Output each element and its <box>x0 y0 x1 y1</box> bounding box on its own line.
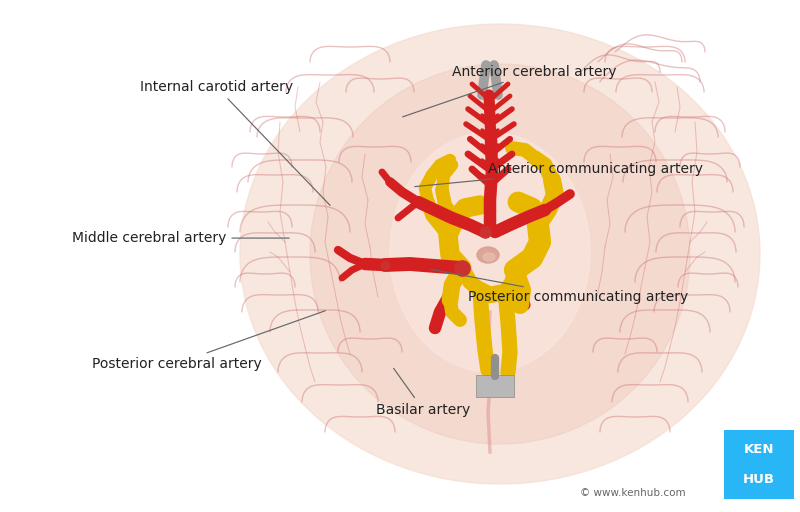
Ellipse shape <box>477 247 499 263</box>
Text: © www.kenhub.com: © www.kenhub.com <box>580 487 686 498</box>
Ellipse shape <box>390 132 590 372</box>
Text: Internal carotid artery: Internal carotid artery <box>140 80 330 205</box>
Ellipse shape <box>310 64 690 444</box>
Text: Posterior communicating artery: Posterior communicating artery <box>430 269 688 304</box>
Ellipse shape <box>240 24 760 484</box>
Text: Basilar artery: Basilar artery <box>376 368 470 417</box>
Text: Posterior cerebral artery: Posterior cerebral artery <box>92 311 326 371</box>
FancyBboxPatch shape <box>724 430 794 499</box>
Text: HUB: HUB <box>743 474 775 486</box>
Ellipse shape <box>483 253 495 261</box>
Text: Anterior cerebral artery: Anterior cerebral artery <box>402 65 617 117</box>
Text: Middle cerebral artery: Middle cerebral artery <box>72 231 290 245</box>
Text: Anterior communicating artery: Anterior communicating artery <box>414 162 703 186</box>
Text: KEN: KEN <box>744 443 774 456</box>
FancyBboxPatch shape <box>476 375 514 397</box>
